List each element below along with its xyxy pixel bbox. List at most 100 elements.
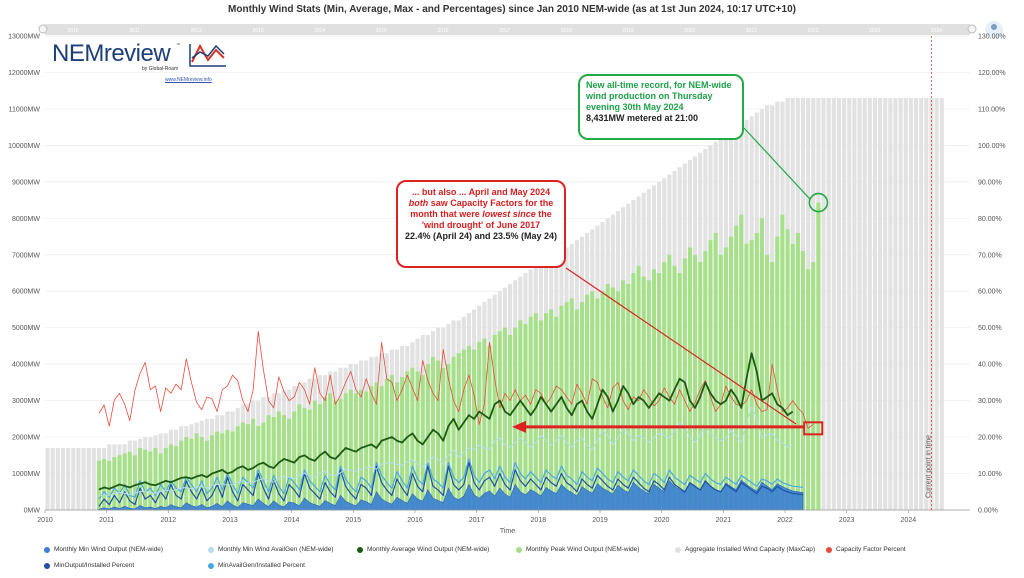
installed-capacity-bar <box>836 97 842 510</box>
installed-capacity-bar <box>862 97 867 510</box>
peak-output-bar <box>533 313 538 510</box>
peak-output-bar <box>487 345 492 510</box>
installed-capacity-bar <box>919 97 924 510</box>
legend-item[interactable]: Monthly Min Wind Output (NEM-wide) <box>44 546 163 553</box>
x-tick-label: 2015 <box>346 517 362 524</box>
peak-output-bar <box>728 236 734 511</box>
peak-output-bar <box>369 386 374 510</box>
legend-item[interactable]: Monthly Average Wind Output (NEM-wide) <box>357 546 489 553</box>
peak-output-bar <box>271 417 276 510</box>
peak-output-bar <box>739 214 744 510</box>
navigator-left-handle[interactable] <box>38 24 48 34</box>
navigator-right-handle[interactable] <box>967 24 977 34</box>
peak-output-bar <box>143 449 148 510</box>
peak-output-bar <box>662 262 667 510</box>
peak-output-bar <box>734 225 739 510</box>
peak-output-bar <box>770 262 775 510</box>
peak-output-bar <box>281 415 287 510</box>
installed-capacity-bar <box>842 97 847 510</box>
y-left-tick-label: 13000MW <box>8 34 40 41</box>
drought-lowest-since: lowest since <box>482 209 536 219</box>
peak-output-bar <box>477 342 482 510</box>
peak-output-bar <box>245 424 251 510</box>
installed-capacity-bar <box>76 448 81 510</box>
peak-output-bar <box>790 243 795 511</box>
navigator-track <box>45 24 970 35</box>
user-avatar-head <box>991 24 997 30</box>
x-tick-label: 2017 <box>469 517 485 524</box>
peak-output-bar <box>204 440 209 510</box>
navigator-tick-label: 2011 <box>129 28 140 34</box>
navigator-tick-label: 2019 <box>622 28 633 34</box>
peak-output-bar <box>461 349 466 510</box>
navigator-tick-label: 2012 <box>191 28 202 34</box>
x-tick-label: 2012 <box>161 517 177 524</box>
average-output-line <box>98 352 794 491</box>
peak-output-bar <box>410 367 415 510</box>
legend-item[interactable]: Capacity Factor Percent <box>826 546 906 553</box>
peak-output-bar <box>631 273 636 510</box>
installed-capacity-bar <box>86 448 91 510</box>
peak-output-bar <box>677 273 682 510</box>
peak-output-bar <box>559 305 564 510</box>
peak-output-bar <box>456 353 461 510</box>
installed-capacity-bar <box>60 448 66 510</box>
peak-output-bar <box>610 287 615 510</box>
peak-output-bar <box>641 276 646 510</box>
peak-output-bar <box>446 364 451 510</box>
peak-output-bar <box>657 273 662 510</box>
peak-output-bar <box>374 382 379 510</box>
peak-output-bar <box>194 433 199 510</box>
legend-item[interactable]: MinOutput/Installed Percent <box>44 562 134 569</box>
installed-capacity-bar <box>826 97 831 510</box>
peak-output-bar <box>266 415 271 510</box>
drought-both: both <box>408 198 429 208</box>
installed-capacity-bar <box>913 97 919 510</box>
drought-line2-rest: saw Capacity Factors for the <box>428 198 554 208</box>
drought-line3: month that were lowest since the <box>404 209 558 220</box>
peak-output-bar <box>333 400 338 510</box>
peak-output-bar <box>420 375 425 510</box>
peak-output-bar <box>549 309 554 510</box>
navigator-tick-label: 2010 <box>67 28 78 34</box>
peak-output-bar <box>389 375 394 510</box>
y-right-tick-label: 10.00% <box>978 471 1002 478</box>
x-axis-title: Time <box>500 528 515 535</box>
peak-output-bar <box>554 316 559 510</box>
annotation-overlay: Current point in time <box>512 36 932 510</box>
x-tick-label: 2014 <box>284 517 300 524</box>
navigator-tick-label: 2017 <box>499 28 510 34</box>
installed-capacity-bar <box>821 97 826 510</box>
series-lines <box>98 330 814 511</box>
legend-item[interactable]: Monthly Peak Wind Output (NEM-wide) <box>516 546 639 553</box>
installed-capacity-bar <box>66 448 71 510</box>
y-left-tick-label: 11000MW <box>9 106 41 113</box>
peak-output-bar <box>492 334 497 510</box>
logo-url-link[interactable]: www.NEMreview.info <box>165 77 212 83</box>
navigator-tick-label: 2014 <box>314 28 325 34</box>
logo-text: NEMreview <box>52 40 171 68</box>
peak-output-bar <box>153 448 158 510</box>
peak-output-bar <box>287 418 292 510</box>
record-line3: evening 30th May 2024 <box>586 102 684 112</box>
legend-item[interactable]: Monthly Min Wind AvailGen (NEM-wide) <box>208 546 333 553</box>
peak-output-bar <box>225 429 230 510</box>
legend-label: Aggregate Installed Wind Capacity (MaxCa… <box>685 546 816 553</box>
navigator-tick-label: 2021 <box>746 28 757 34</box>
drought-annotation: ... but also ... April and May 2024 both… <box>396 180 566 268</box>
peak-output-bar <box>723 247 728 510</box>
drought-pointer-line <box>565 267 797 425</box>
peak-output-bar <box>590 291 595 510</box>
legend-item[interactable]: Aggregate Installed Wind Capacity (MaxCa… <box>675 546 815 553</box>
x-tick-label: 2021 <box>716 517 732 524</box>
navigator-bar[interactable]: 2010 2011 2012 2013 2014 2015 2016 2017 2018 2019… <box>38 21 1003 39</box>
installed-capacity-bar <box>934 97 939 510</box>
y-left-tick-label: 8000MW <box>12 216 40 223</box>
installed-capacity-bar <box>867 97 872 510</box>
installed-capacity-bar <box>831 97 836 510</box>
legend-item[interactable]: MinAvailGen/Installed Percent <box>208 562 305 569</box>
record-line4: 8,431MW metered at 21:00 <box>586 113 699 123</box>
peak-output-bar <box>302 407 307 510</box>
peak-output-bar <box>785 229 790 510</box>
